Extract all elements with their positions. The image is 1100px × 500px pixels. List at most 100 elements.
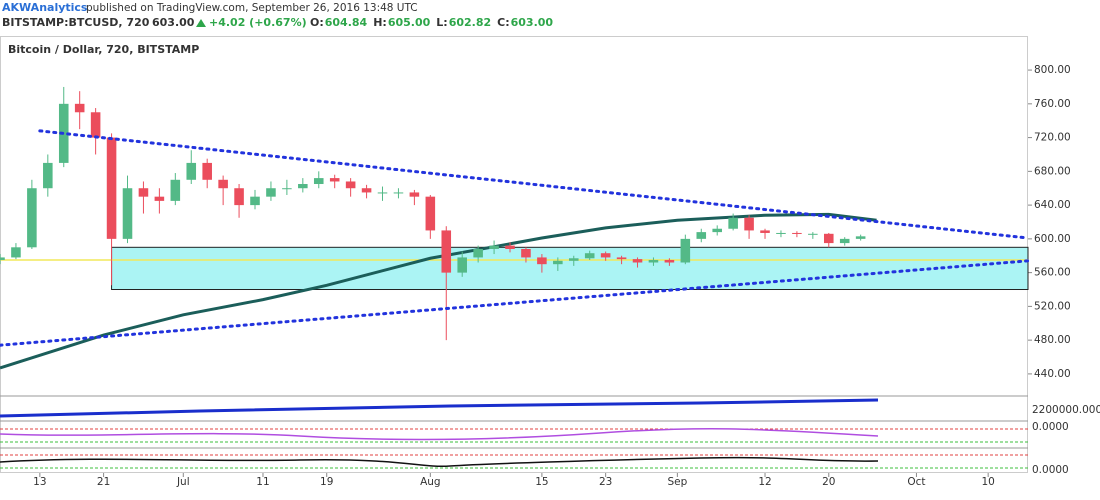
x-tick-label: 15 bbox=[535, 476, 548, 488]
quote-value: 605.00 bbox=[388, 16, 431, 29]
quote: O: 604.84 H: 605.00 L: 602.82 C: 603.00 bbox=[310, 16, 553, 29]
candle-body bbox=[776, 232, 786, 234]
candle-body bbox=[473, 248, 483, 258]
candle-body bbox=[537, 257, 547, 265]
candle-body bbox=[122, 188, 133, 239]
candle-body bbox=[632, 259, 643, 263]
candle-body bbox=[680, 238, 691, 263]
x-tick-label: Sep bbox=[667, 476, 687, 488]
x-tick-label: 23 bbox=[599, 476, 612, 488]
candle-body bbox=[266, 188, 276, 197]
candle-body bbox=[792, 232, 802, 234]
candle-body bbox=[744, 217, 754, 231]
candle-body bbox=[218, 179, 228, 189]
candle-body bbox=[457, 257, 467, 273]
candle-body bbox=[728, 217, 738, 229]
indicator-line bbox=[0, 427, 879, 441]
x-tick-label: 13 bbox=[33, 476, 46, 488]
x-tick-label: 11 bbox=[256, 476, 269, 488]
indicator-line bbox=[0, 456, 879, 468]
candle-body bbox=[154, 196, 165, 201]
y-tick-label: 560.00 bbox=[1034, 267, 1071, 279]
candle-body bbox=[74, 103, 85, 113]
candle-body bbox=[202, 162, 212, 180]
last-price: 603.00 bbox=[152, 16, 195, 29]
candle-body bbox=[250, 196, 260, 206]
candle-body bbox=[11, 247, 21, 258]
x-tick-label: 19 bbox=[320, 476, 333, 488]
candle-body bbox=[760, 230, 770, 233]
candle-body bbox=[505, 245, 515, 249]
candle-body bbox=[43, 162, 53, 189]
y-tick-label: 520.00 bbox=[1034, 300, 1071, 312]
x-tick-label: 20 bbox=[822, 476, 835, 488]
candle-body bbox=[186, 162, 197, 180]
author[interactable]: AKWAnalytics bbox=[2, 1, 88, 14]
x-tick-label: Aug bbox=[420, 476, 441, 488]
candle-body bbox=[664, 259, 675, 263]
candle-body bbox=[377, 192, 388, 194]
x-tick-label: Oct bbox=[907, 476, 925, 488]
candle-body bbox=[313, 178, 324, 185]
y-tick-label: 480.00 bbox=[1034, 334, 1071, 346]
zone bbox=[111, 246, 1029, 291]
indicator-line bbox=[0, 398, 879, 418]
quote-value: 603.00 bbox=[511, 16, 554, 29]
indicator-label: 0.0000 bbox=[1032, 464, 1069, 476]
candle-body bbox=[361, 188, 372, 193]
quote-label: H: bbox=[373, 16, 387, 29]
trendline bbox=[0, 259, 1030, 347]
up-arrow bbox=[196, 19, 206, 27]
y-tick-label: 760.00 bbox=[1034, 98, 1071, 110]
candle-body bbox=[839, 238, 850, 244]
y-tick-label: 440.00 bbox=[1034, 368, 1071, 380]
x-tick-label: 10 bbox=[981, 476, 994, 488]
candle-body bbox=[568, 258, 579, 261]
candle-body bbox=[0, 257, 5, 260]
x-tick-label: Jul bbox=[176, 476, 190, 488]
x-tick-label: 21 bbox=[97, 476, 110, 488]
candle-body bbox=[138, 188, 149, 197]
y-tick-label: 800.00 bbox=[1034, 64, 1071, 76]
y-tick-label: 720.00 bbox=[1034, 132, 1071, 144]
candle-body bbox=[393, 192, 404, 194]
candle-body bbox=[425, 196, 436, 231]
candle-body bbox=[27, 188, 37, 248]
y-tick-label: 600.00 bbox=[1034, 233, 1071, 245]
indicator-label: 2200000.000 bbox=[1032, 404, 1100, 416]
candle-body bbox=[584, 253, 595, 259]
candle-body bbox=[90, 112, 101, 138]
quote-label: L: bbox=[436, 16, 447, 29]
candle-body bbox=[553, 260, 563, 265]
candle-body bbox=[712, 228, 722, 233]
candle-body bbox=[298, 184, 308, 189]
candle-body bbox=[106, 137, 117, 239]
x-tick-label: 12 bbox=[758, 476, 771, 488]
candle-body bbox=[855, 236, 866, 239]
candle-body bbox=[823, 233, 834, 244]
candle-body bbox=[808, 233, 818, 235]
candle-body bbox=[345, 181, 356, 189]
y-tick-label: 680.00 bbox=[1034, 165, 1071, 177]
trendline bbox=[38, 129, 1030, 240]
candle-body bbox=[648, 259, 659, 263]
candle-body bbox=[329, 178, 340, 182]
candle-body bbox=[489, 245, 499, 249]
candle-body bbox=[282, 188, 292, 190]
quote-label: O: bbox=[310, 16, 324, 29]
candle-body bbox=[234, 188, 244, 206]
indicator-label: 0.0000 bbox=[1032, 421, 1069, 433]
quote-value: 602.82 bbox=[449, 16, 491, 29]
chart-title: Bitcoin / Dollar, 720, BITSTAMP bbox=[8, 43, 199, 56]
candle-body bbox=[170, 179, 181, 201]
moving-average bbox=[0, 212, 877, 370]
symbol: BITSTAMP:BTCUSD, 720 bbox=[2, 16, 150, 29]
candle-body bbox=[441, 230, 452, 273]
change: +4.02 (+0.67%) bbox=[209, 16, 307, 29]
candle-body bbox=[409, 192, 420, 197]
candle-body bbox=[696, 232, 707, 239]
y-tick-label: 640.00 bbox=[1034, 199, 1071, 211]
candle-body bbox=[616, 257, 627, 260]
quote-label: C: bbox=[497, 16, 509, 29]
